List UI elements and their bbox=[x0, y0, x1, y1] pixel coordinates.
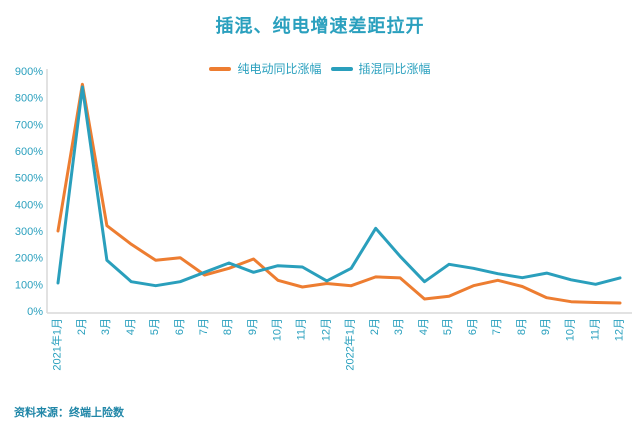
y-tick-label: 100% bbox=[15, 279, 43, 291]
x-tick-label: 3月 bbox=[393, 318, 406, 336]
y-tick-label: 0% bbox=[27, 306, 43, 318]
y-tick-label: 600% bbox=[15, 146, 43, 158]
y-tick-label: 300% bbox=[15, 226, 43, 238]
y-tick-label: 500% bbox=[15, 173, 43, 185]
x-tick-label: 9月 bbox=[246, 318, 259, 336]
x-tick-label: 4月 bbox=[124, 318, 137, 336]
phev-legend-swatch bbox=[330, 66, 353, 71]
chart-title: 插混、纯电增速差距拉开 bbox=[215, 16, 425, 36]
x-tick-label: 2022年1月 bbox=[344, 318, 357, 371]
x-tick-label: 12月 bbox=[320, 318, 333, 342]
x-tick-label: 2月 bbox=[369, 318, 382, 336]
x-tick-label: 2月 bbox=[75, 318, 88, 336]
x-tick-label: 8月 bbox=[515, 318, 528, 336]
y-tick-label: 200% bbox=[15, 253, 43, 265]
bev-line bbox=[56, 82, 622, 305]
y-tick-label: 800% bbox=[15, 93, 43, 105]
chart-legend: 纯电动同比涨幅 插混同比涨幅 bbox=[0, 60, 640, 77]
x-tick-label: 10月 bbox=[271, 318, 284, 342]
x-tick-label: 5月 bbox=[442, 318, 455, 336]
x-tick-label: 12月 bbox=[613, 318, 626, 342]
x-tick-label: 8月 bbox=[222, 318, 235, 336]
bev-legend-label: 纯电动同比涨幅 bbox=[237, 62, 322, 76]
legend-item-phev: 插混同比涨幅 bbox=[330, 60, 431, 77]
x-tick-label: 7月 bbox=[198, 318, 211, 336]
y-tick-label: 700% bbox=[15, 119, 43, 131]
x-tick-label: 6月 bbox=[173, 318, 186, 336]
x-tick-label: 11月 bbox=[589, 318, 602, 341]
bev-legend-swatch bbox=[209, 66, 232, 71]
x-tick-label: 5月 bbox=[149, 318, 162, 336]
x-tick-label: 9月 bbox=[540, 318, 553, 336]
x-tick-label: 10月 bbox=[564, 318, 577, 342]
legend-item-bev: 纯电动同比涨幅 bbox=[209, 60, 322, 77]
x-tick-label: 4月 bbox=[418, 318, 431, 336]
phev-line bbox=[56, 85, 622, 288]
x-tick-label: 3月 bbox=[100, 318, 113, 336]
x-tick-label: 6月 bbox=[466, 318, 479, 336]
y-tick-label: 400% bbox=[15, 199, 43, 211]
source-note: 资料来源：终端上险数 bbox=[14, 407, 124, 419]
y-tick-label: 900% bbox=[15, 66, 43, 78]
x-tick-label: 2021年1月 bbox=[51, 318, 64, 371]
x-tick-label: 11月 bbox=[295, 318, 308, 341]
x-tick-label: 7月 bbox=[491, 318, 504, 336]
phev-legend-label: 插混同比涨幅 bbox=[358, 62, 431, 76]
